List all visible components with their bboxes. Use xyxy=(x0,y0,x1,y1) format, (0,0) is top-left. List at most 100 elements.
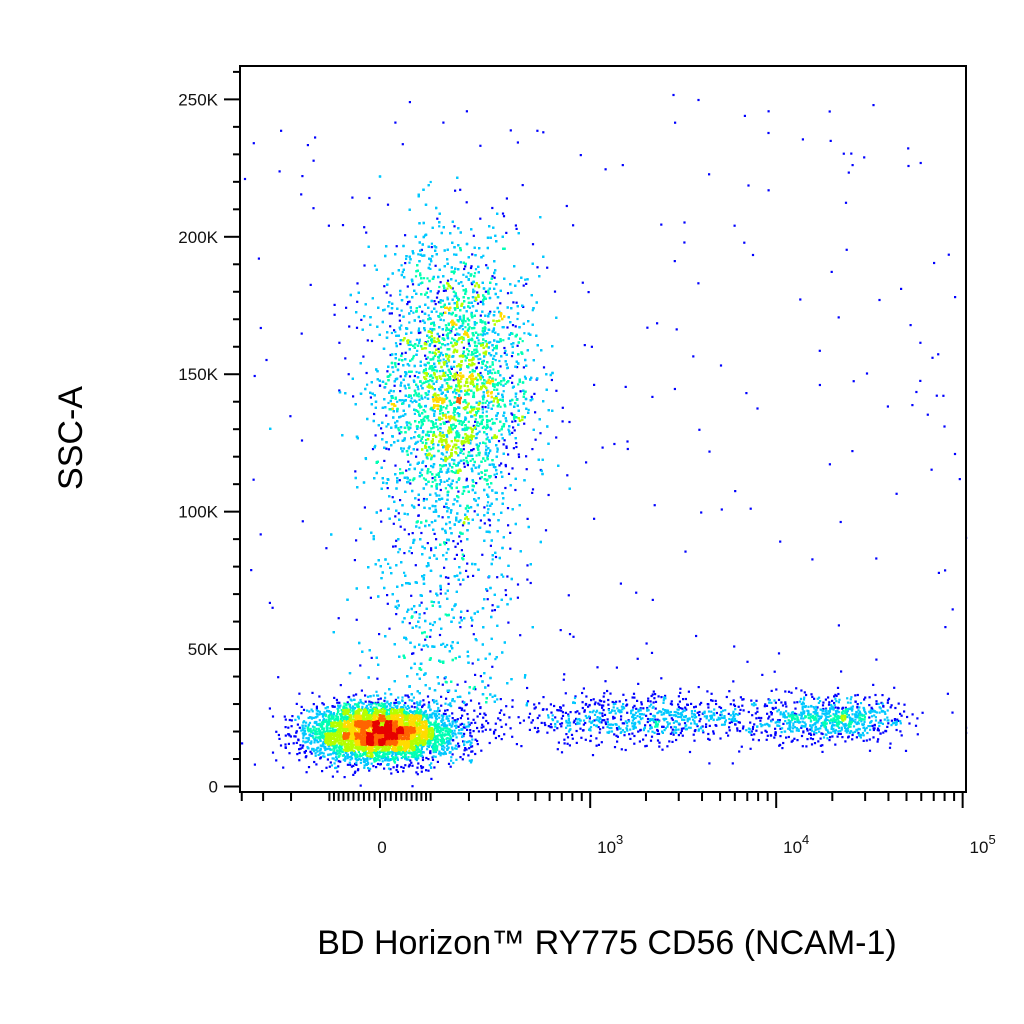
event-dot xyxy=(476,513,479,516)
event-dot xyxy=(472,290,475,294)
event-dot xyxy=(725,731,728,734)
event-dot xyxy=(275,759,278,762)
event-dot xyxy=(671,718,674,721)
event-dot xyxy=(402,414,405,417)
event-dot xyxy=(517,423,520,426)
event-dot xyxy=(787,735,790,739)
event-dot xyxy=(524,674,527,677)
event-dot xyxy=(441,527,444,531)
event-dot xyxy=(861,731,864,735)
event-dot xyxy=(431,623,435,627)
event-dot xyxy=(479,371,482,375)
event-dot xyxy=(312,716,315,719)
event-dot xyxy=(409,641,412,644)
event-dot xyxy=(352,694,355,697)
event-dot xyxy=(453,729,456,732)
event-dot xyxy=(466,650,469,653)
event-dot xyxy=(422,499,425,502)
event-dot xyxy=(405,255,408,258)
event-dot xyxy=(646,708,649,711)
event-dot xyxy=(553,290,557,293)
event-dot xyxy=(481,405,484,408)
event-dot xyxy=(459,717,462,720)
event-dot xyxy=(392,410,395,413)
event-dot xyxy=(472,448,475,451)
event-dot xyxy=(646,326,649,329)
event-dot xyxy=(652,690,655,693)
event-dot xyxy=(396,400,399,403)
event-dot xyxy=(446,510,449,513)
event-dot xyxy=(613,746,617,749)
event-dot xyxy=(466,538,469,541)
event-dot xyxy=(425,607,428,610)
event-dot xyxy=(417,329,420,332)
event-dot xyxy=(412,652,415,655)
event-dot xyxy=(749,721,752,724)
event-dot xyxy=(418,613,421,616)
event-dot xyxy=(613,716,616,719)
event-dot xyxy=(465,477,468,480)
event-dot xyxy=(380,577,383,580)
event-dot xyxy=(440,695,443,698)
event-dot xyxy=(431,396,434,399)
event-dot xyxy=(783,714,786,717)
event-dot xyxy=(828,463,831,466)
event-dot xyxy=(501,212,505,215)
event-dot xyxy=(846,701,850,704)
event-dot xyxy=(739,696,742,699)
event-dot xyxy=(900,734,903,737)
event-dot xyxy=(954,296,957,299)
event-dot xyxy=(512,426,515,429)
event-dot xyxy=(889,742,892,745)
event-dot xyxy=(433,621,436,624)
event-dot xyxy=(732,680,735,683)
event-dot xyxy=(399,525,402,528)
event-dot xyxy=(860,720,863,723)
event-dot xyxy=(822,736,826,739)
event-dot xyxy=(559,706,562,709)
event-dot xyxy=(771,718,774,721)
event-dot xyxy=(426,287,430,290)
event-dot xyxy=(584,703,587,706)
event-dot xyxy=(727,734,730,737)
event-dot xyxy=(779,711,782,714)
event-dot xyxy=(807,705,810,708)
event-dot xyxy=(595,724,599,727)
event-dot xyxy=(413,374,416,378)
event-dot xyxy=(500,355,503,358)
event-dot xyxy=(680,729,683,732)
event-dot xyxy=(645,642,648,645)
event-dot xyxy=(284,743,287,746)
event-dot xyxy=(466,575,470,578)
event-dot xyxy=(422,699,425,702)
event-dot xyxy=(389,353,392,357)
event-dot xyxy=(490,637,493,640)
event-dot xyxy=(787,712,790,715)
event-dot xyxy=(413,364,416,368)
event-dot xyxy=(588,703,591,707)
event-dot xyxy=(525,282,528,285)
event-dot xyxy=(882,704,885,708)
event-dot xyxy=(836,735,839,738)
event-dot xyxy=(572,701,575,704)
event-dot xyxy=(556,720,559,723)
event-dot xyxy=(611,700,614,704)
event-dot xyxy=(312,207,315,210)
event-dot xyxy=(820,722,823,725)
event-dot xyxy=(516,596,519,599)
event-dot xyxy=(491,604,494,607)
event-dot xyxy=(761,673,764,676)
event-dot xyxy=(447,420,450,423)
event-dot xyxy=(510,678,513,681)
event-dot xyxy=(684,706,687,709)
event-dot xyxy=(450,278,453,281)
event-dot xyxy=(687,726,690,729)
event-dot xyxy=(764,723,767,726)
event-dot xyxy=(759,719,762,722)
event-dot xyxy=(451,698,454,701)
event-dot xyxy=(503,346,506,350)
event-dot xyxy=(277,676,280,679)
event-dot xyxy=(547,442,550,445)
event-dot xyxy=(525,364,528,367)
event-dot xyxy=(633,742,636,745)
